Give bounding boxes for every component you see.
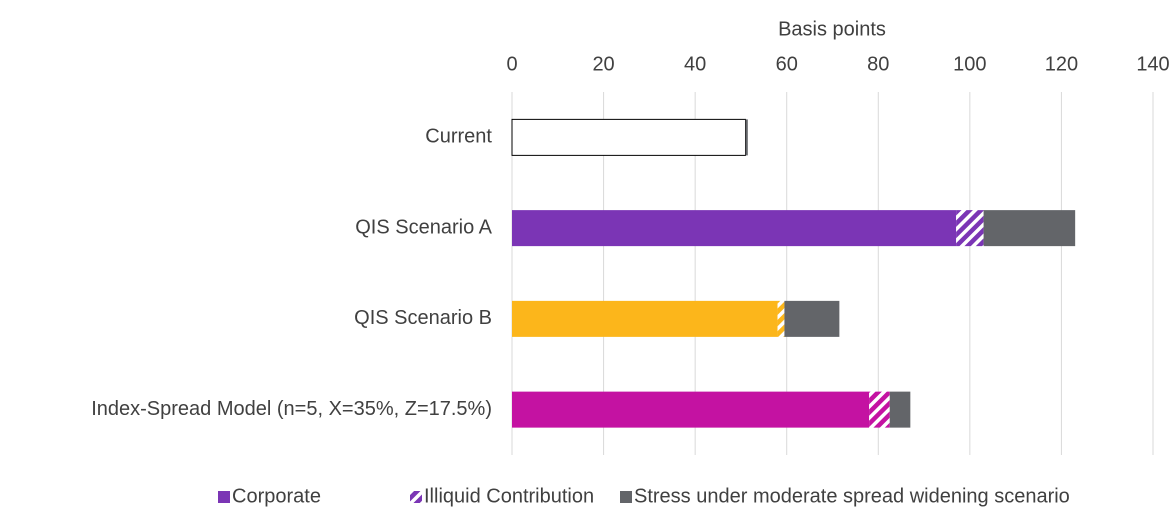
x-tick-label: 80 — [867, 53, 889, 75]
legend-label: Stress under moderate spread widening sc… — [634, 485, 1070, 507]
bar-segment — [512, 391, 870, 428]
legend-swatch — [410, 491, 422, 503]
y-tick-label: Current — [425, 126, 492, 148]
bar-segment — [511, 118, 747, 156]
legend-swatch — [218, 491, 230, 503]
legend-swatch — [620, 491, 632, 503]
bar-segment — [983, 210, 1076, 247]
y-tick-label: Index-Spread Model (n=5, X=35%, Z=17.5%) — [91, 398, 492, 420]
bar-segment — [784, 300, 840, 337]
y-tick-label: QIS Scenario B — [354, 307, 492, 329]
bar-segment — [889, 391, 911, 428]
x-tick-label: 100 — [953, 53, 986, 75]
legend-label: Corporate — [232, 485, 321, 507]
legend-label: Illiquid Contribution — [424, 485, 594, 507]
bar-segment — [512, 210, 957, 247]
bar-segment — [512, 300, 778, 337]
bar-segment — [869, 391, 890, 428]
bar-segment — [745, 119, 748, 156]
x-tick-label: 60 — [776, 53, 798, 75]
x-tick-label: 120 — [1045, 53, 1078, 75]
bar-segment — [956, 210, 984, 247]
y-tick-label: QIS Scenario A — [355, 216, 492, 238]
bar-segment — [777, 300, 785, 337]
x-tick-label: 140 — [1136, 53, 1169, 75]
x-axis-label: Basis points — [778, 18, 886, 40]
x-tick-label: 0 — [506, 53, 517, 75]
x-tick-label: 40 — [684, 53, 706, 75]
x-tick-label: 20 — [592, 53, 614, 75]
